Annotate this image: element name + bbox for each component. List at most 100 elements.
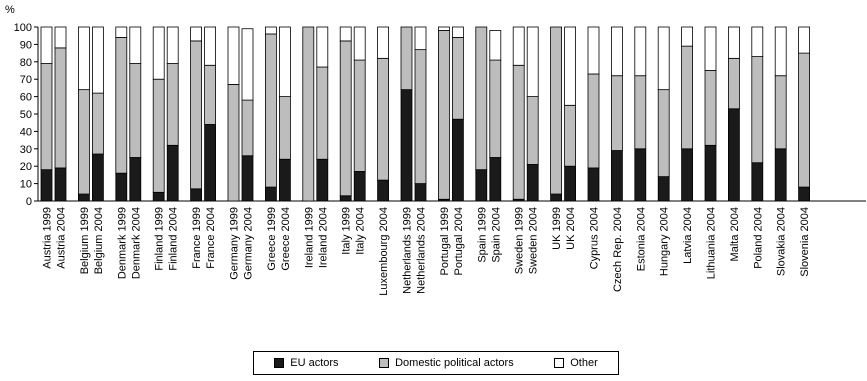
x-tick-label-poland-2004: Poland 2004 — [752, 207, 764, 269]
y-tick-label: 40 — [20, 126, 32, 138]
bar-segment-eu-actors-czech-rep-2004 — [611, 150, 623, 202]
bar-segment-other-finland-1999 — [152, 26, 165, 80]
bar-segment-other-finland-2004 — [166, 26, 179, 64]
x-tick-label-czech-rep-2004: Czech Rep. 2004 — [612, 207, 624, 292]
x-tick-label-belgium-2004: Belgium 2004 — [93, 207, 105, 274]
bar-segment-eu-actors-spain-1999 — [475, 169, 488, 202]
bar-segment-other-sweden-1999 — [512, 26, 525, 66]
bar-segment-eu-actors-luxembourg-2004 — [377, 179, 390, 202]
x-tick-label-germany-1999: Germany 1999 — [229, 207, 241, 280]
x-tick-label-sweden-2004: Sweden 2004 — [528, 207, 540, 274]
bar-segment-domestic-political-actors-slovenia-2004 — [798, 52, 810, 188]
bar-segment-domestic-political-actors-portugal-1999 — [437, 30, 450, 200]
bar-segment-eu-actors-france-2004 — [204, 124, 217, 202]
x-tick-label-italy-1999: Italy 1999 — [341, 207, 353, 255]
bar-segment-eu-actors-italy-2004 — [353, 171, 366, 202]
bar-segment-other-netherlands-2004 — [414, 26, 427, 51]
bar-segment-other-denmark-2004 — [129, 26, 142, 64]
x-tick-label-finland-2004: Finland 2004 — [168, 207, 180, 271]
x-tick-label-portugal-2004: Portugal 2004 — [453, 207, 465, 276]
bar-segment-domestic-political-actors-italy-2004 — [353, 59, 366, 172]
bar-segment-domestic-political-actors-germany-1999 — [227, 84, 240, 202]
bar-segment-other-luxembourg-2004 — [377, 26, 390, 59]
y-tick-label: 20 — [20, 161, 32, 173]
y-tick-label: 70 — [20, 74, 32, 86]
legend-item-other: Other — [554, 357, 598, 369]
x-tick-label-uk-2004: UK 2004 — [565, 207, 577, 250]
x-tick-label-lithuania-2004: Lithuania 2004 — [706, 207, 718, 279]
x-tick-label-hungary-2004: Hungary 2004 — [659, 207, 671, 276]
bar-segment-domestic-political-actors-latvia-2004 — [681, 45, 693, 150]
bar-segment-other-sweden-2004 — [526, 26, 539, 97]
bar-segment-eu-actors-denmark-2004 — [129, 157, 142, 202]
bar-segment-domestic-political-actors-netherlands-2004 — [414, 49, 427, 184]
bar-segment-domestic-political-actors-uk-2004 — [564, 104, 576, 167]
x-tick-label-germany-2004: Germany 2004 — [243, 207, 255, 280]
x-tick-label-netherlands-1999: Netherlands 1999 — [402, 207, 414, 294]
bar-segment-eu-actors-portugal-2004 — [451, 118, 464, 202]
bar-segment-eu-actors-italy-1999 — [339, 195, 352, 202]
bar-segment-eu-actors-spain-2004 — [489, 157, 502, 202]
x-tick-label-sweden-1999: Sweden 1999 — [514, 207, 526, 274]
bar-segment-other-france-1999 — [190, 26, 203, 42]
y-tick-label: 90 — [20, 39, 32, 51]
x-tick-label-france-1999: France 1999 — [191, 207, 203, 269]
y-tick-label: 30 — [20, 144, 32, 156]
x-tick-label-austria-2004: Austria 2004 — [56, 207, 68, 269]
bar-segment-eu-actors-uk-2004 — [564, 165, 576, 202]
bar-segment-domestic-political-actors-portugal-2004 — [451, 37, 464, 120]
bar-segment-eu-actors-greece-2004 — [278, 158, 291, 202]
bar-segment-other-hungary-2004 — [657, 26, 670, 91]
x-tick-label-malta-2004: Malta 2004 — [729, 207, 741, 261]
legend-label-eu-actors: EU actors — [290, 357, 339, 369]
bar-segment-domestic-political-actors-denmark-2004 — [129, 63, 142, 158]
bar-segment-other-ireland-2004 — [316, 26, 329, 68]
bar-segment-eu-actors-lithuania-2004 — [704, 144, 717, 202]
bar-segment-domestic-political-actors-estonia-2004 — [634, 75, 647, 150]
bar-segment-domestic-political-actors-france-1999 — [190, 40, 203, 190]
bar-segment-domestic-political-actors-cyprus-2004 — [587, 73, 600, 169]
legend-swatch-domestic-political-actors — [379, 358, 390, 368]
bar-segment-domestic-political-actors-ireland-2004 — [316, 66, 329, 160]
bar-segment-domestic-political-actors-belgium-2004 — [92, 92, 104, 155]
bar-segment-domestic-political-actors-spain-2004 — [489, 59, 502, 158]
bar-segment-domestic-political-actors-finland-2004 — [166, 63, 179, 146]
x-tick-label-belgium-1999: Belgium 1999 — [79, 207, 91, 274]
x-tick-label-denmark-2004: Denmark 2004 — [130, 207, 142, 279]
bar-segment-eu-actors-austria-2004 — [54, 167, 67, 202]
bar-segment-domestic-political-actors-finland-1999 — [152, 78, 165, 193]
bar-segment-other-cyprus-2004 — [587, 26, 600, 75]
legend-label-domestic-political-actors: Domestic political actors — [395, 357, 514, 369]
bar-segment-domestic-political-actors-luxembourg-2004 — [377, 57, 390, 181]
bar-segment-eu-actors-estonia-2004 — [634, 148, 647, 202]
bar-segment-domestic-political-actors-germany-2004 — [241, 99, 254, 157]
x-tick-label-uk-1999: UK 1999 — [551, 207, 563, 250]
bar-segment-domestic-political-actors-denmark-1999 — [115, 37, 128, 174]
bar-segment-other-austria-2004 — [54, 26, 67, 49]
bar-segment-domestic-political-actors-poland-2004 — [751, 56, 764, 164]
x-tick-label-spain-1999: Spain 1999 — [476, 207, 488, 263]
bar-segment-other-greece-2004 — [278, 26, 291, 97]
bar-segment-other-belgium-2004 — [92, 26, 104, 94]
bar-segment-other-belgium-1999 — [78, 26, 90, 91]
bar-segment-domestic-political-actors-spain-1999 — [475, 26, 488, 171]
bar-segment-domestic-political-actors-greece-1999 — [264, 33, 277, 188]
bar-segment-other-france-2004 — [204, 26, 217, 66]
bar-segment-eu-actors-austria-1999 — [40, 169, 53, 202]
y-tick-label: 80 — [20, 57, 32, 69]
x-tick-label-estonia-2004: Estonia 2004 — [635, 207, 647, 271]
bar-segment-eu-actors-latvia-2004 — [681, 148, 693, 202]
bar-segment-eu-actors-malta-2004 — [728, 108, 740, 202]
bar-segment-other-greece-1999 — [264, 26, 277, 35]
bar-segment-domestic-political-actors-netherlands-1999 — [400, 26, 413, 91]
bar-segment-other-germany-2004 — [241, 28, 254, 101]
bar-segment-domestic-political-actors-france-2004 — [204, 64, 217, 125]
bar-segment-other-slovakia-2004 — [774, 26, 787, 77]
bar-segment-eu-actors-finland-2004 — [166, 144, 179, 202]
legend-item-eu-actors: EU actors — [274, 357, 339, 369]
bar-segment-eu-actors-sweden-2004 — [526, 164, 539, 202]
y-tick-label: 0 — [26, 196, 32, 208]
bar-segment-eu-actors-belgium-1999 — [78, 193, 90, 202]
bar-segment-domestic-political-actors-hungary-2004 — [657, 89, 670, 178]
bar-segment-other-italy-2004 — [353, 26, 366, 61]
